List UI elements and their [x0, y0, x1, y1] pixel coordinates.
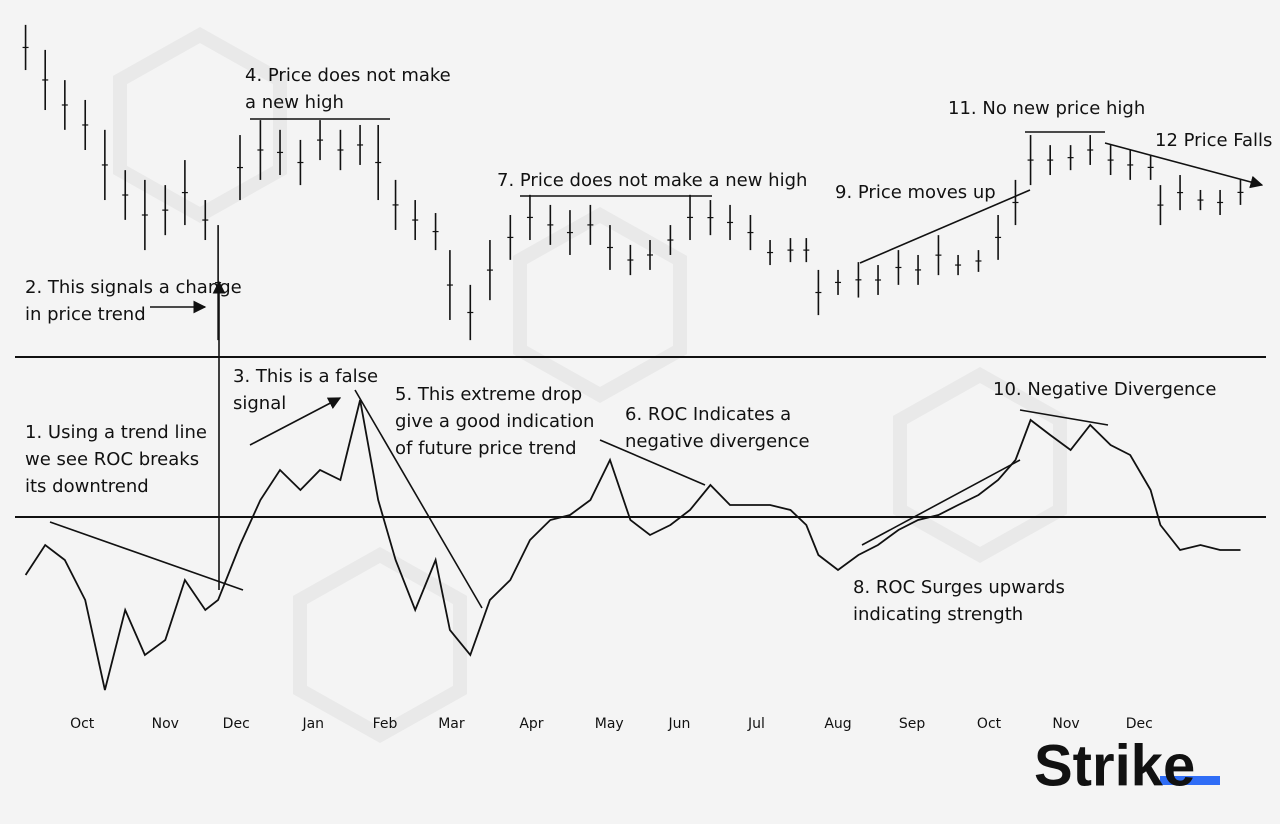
- trend-line: [49, 521, 244, 591]
- trend-line: [861, 459, 1021, 546]
- x-tick-label: Nov: [1052, 716, 1079, 732]
- trend-line: [354, 389, 483, 609]
- x-tick-label: Jun: [668, 716, 691, 732]
- plot-area: Oct Nov Dec Jan Feb Mar Apr May Jun Jul Aug Sep Oct N…: [22, 24, 1244, 732]
- annotation: 4. Price does not make: [245, 65, 451, 86]
- annotation: 12 Price Falls: [1155, 130, 1272, 151]
- annotation: 1. Using a trend line: [25, 422, 207, 443]
- annotation: 6. ROC Indicates a: [625, 404, 791, 425]
- x-tick-label: Dec: [223, 716, 250, 732]
- x-tick-label: Sep: [899, 716, 926, 732]
- trend-line: [1019, 409, 1109, 426]
- annotation: 9. Price moves up: [835, 182, 996, 203]
- annotation: of future price trend: [395, 438, 577, 459]
- roc-line: [24, 399, 1241, 691]
- hex-pattern: [113, 26, 1067, 744]
- annotation: 2. This signals a change: [25, 277, 242, 298]
- x-tick-label: Apr: [519, 716, 543, 732]
- annotation: 8. ROC Surges upwards: [853, 577, 1065, 598]
- annotations: 1. Using a trend line we see ROC breaks it…: [25, 65, 1272, 625]
- annotation: its downtrend: [25, 476, 149, 497]
- x-tick-label: Oct: [977, 716, 1002, 732]
- x-tick-label: Oct: [70, 716, 95, 732]
- x-tick-label: Feb: [373, 716, 398, 732]
- annotation: indicating strength: [853, 604, 1023, 625]
- x-tick-label: Nov: [152, 716, 179, 732]
- annotation: 11. No new price high: [948, 98, 1145, 119]
- trend-line: [859, 189, 1031, 264]
- annotation: signal: [233, 393, 286, 414]
- trend-line: [599, 439, 706, 486]
- trend-arrow: [1104, 142, 1264, 189]
- x-tick-label: May: [595, 716, 624, 732]
- annotation: we see ROC breaks: [25, 449, 199, 470]
- annotation: 10. Negative Divergence: [993, 379, 1216, 400]
- annotation: negative divergence: [625, 431, 810, 452]
- trend-lines: [49, 118, 1264, 609]
- logo-accent: [1160, 776, 1220, 785]
- annotation: a new high: [245, 92, 344, 113]
- annotation: give a good indication: [395, 411, 594, 432]
- annotation: 3. This is a false: [233, 366, 378, 387]
- x-tick-label: Jan: [301, 716, 324, 732]
- logo: Strike: [1034, 733, 1195, 798]
- x-tick-label: Dec: [1126, 716, 1153, 732]
- x-tick-label: Mar: [438, 716, 465, 732]
- annotation: 5. This extreme drop: [395, 384, 582, 405]
- annotation: in price trend: [25, 304, 146, 325]
- trend-arrow: [249, 397, 342, 446]
- x-tick-label: Aug: [824, 716, 851, 732]
- x-tick-label: Jul: [747, 716, 765, 732]
- annotation: 7. Price does not make a new high: [497, 170, 807, 191]
